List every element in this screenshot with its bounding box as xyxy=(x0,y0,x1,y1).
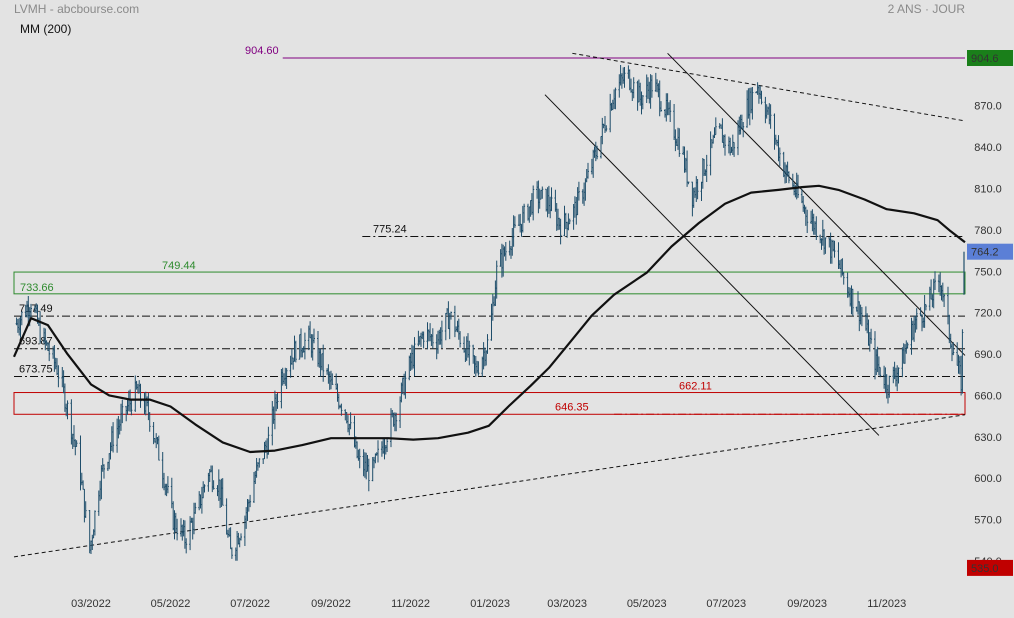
level-label: 775.24 xyxy=(373,223,407,235)
price-badge-label: 764.2 xyxy=(971,247,999,259)
chart-period: 2 ANS · JOUR xyxy=(888,2,966,16)
x-tick-label: 09/2023 xyxy=(787,598,827,610)
x-tick-label: 09/2022 xyxy=(311,598,351,610)
x-tick-label: 05/2022 xyxy=(151,598,191,610)
y-tick-label: 840.0 xyxy=(974,142,1002,154)
trendline-support xyxy=(13,414,966,558)
level-label: 673.75 xyxy=(19,363,53,375)
moving-average-line xyxy=(12,184,966,454)
price-badge xyxy=(967,50,1013,66)
price-badge xyxy=(967,559,1013,576)
zones-layer: 749.44 733.66 662.11 xyxy=(13,260,966,415)
y-tick-label: 570.0 xyxy=(974,515,1002,527)
trendline-channel-upper xyxy=(667,52,966,356)
x-tick-label: 03/2023 xyxy=(547,598,587,610)
x-tick-label: 01/2023 xyxy=(470,598,510,610)
moving-average-layer xyxy=(12,184,966,454)
y-tick-label: 870.0 xyxy=(974,101,1002,113)
price-badges: 904.6 764.2 535.0 xyxy=(967,50,1013,576)
y-axis: 870.0 840.0 810.0 780.0 750.0 720.0 690.0 660.0… xyxy=(974,101,1002,568)
price-badge-label: 535.0 xyxy=(971,563,999,575)
level-label: 646.35 xyxy=(555,401,589,413)
y-tick-label: 630.0 xyxy=(974,432,1002,444)
chart-title: LVMH - abcbourse.com xyxy=(14,2,139,16)
y-tick-label: 750.0 xyxy=(974,266,1002,278)
x-tick-label: 11/2023 xyxy=(867,598,906,610)
y-tick-label: 810.0 xyxy=(974,184,1002,196)
level-label: 904.60 xyxy=(245,45,279,57)
price-badge-label: 904.6 xyxy=(971,53,999,65)
x-tick-label: 11/2022 xyxy=(391,598,430,610)
price-badge xyxy=(967,243,1013,260)
x-tick-label: 05/2023 xyxy=(627,598,667,610)
y-tick-label: 720.0 xyxy=(974,308,1002,320)
y-tick-label: 690.0 xyxy=(974,349,1002,361)
zone-box xyxy=(13,271,966,295)
trendlines-layer xyxy=(13,52,966,558)
x-tick-label: 07/2022 xyxy=(230,598,270,610)
y-tick-label: 600.0 xyxy=(974,473,1002,485)
x-tick-label: 03/2022 xyxy=(71,598,111,610)
x-tick-label: 07/2023 xyxy=(706,598,746,610)
indicator-label: MM (200) xyxy=(20,22,71,36)
trendline-top xyxy=(572,52,966,122)
zone-top-label: 749.44 xyxy=(162,260,196,272)
price-series xyxy=(15,65,965,561)
x-axis: 03/2022 05/2022 07/2022 09/2022 11/2022 01/20… xyxy=(71,598,906,610)
zone-top-label: 662.11 xyxy=(679,381,712,393)
price-bars xyxy=(15,65,964,561)
zone-box xyxy=(13,392,966,415)
y-tick-label: 780.0 xyxy=(974,225,1002,237)
zone-bottom-label: 733.66 xyxy=(20,282,54,294)
y-tick-label: 660.0 xyxy=(974,390,1002,402)
